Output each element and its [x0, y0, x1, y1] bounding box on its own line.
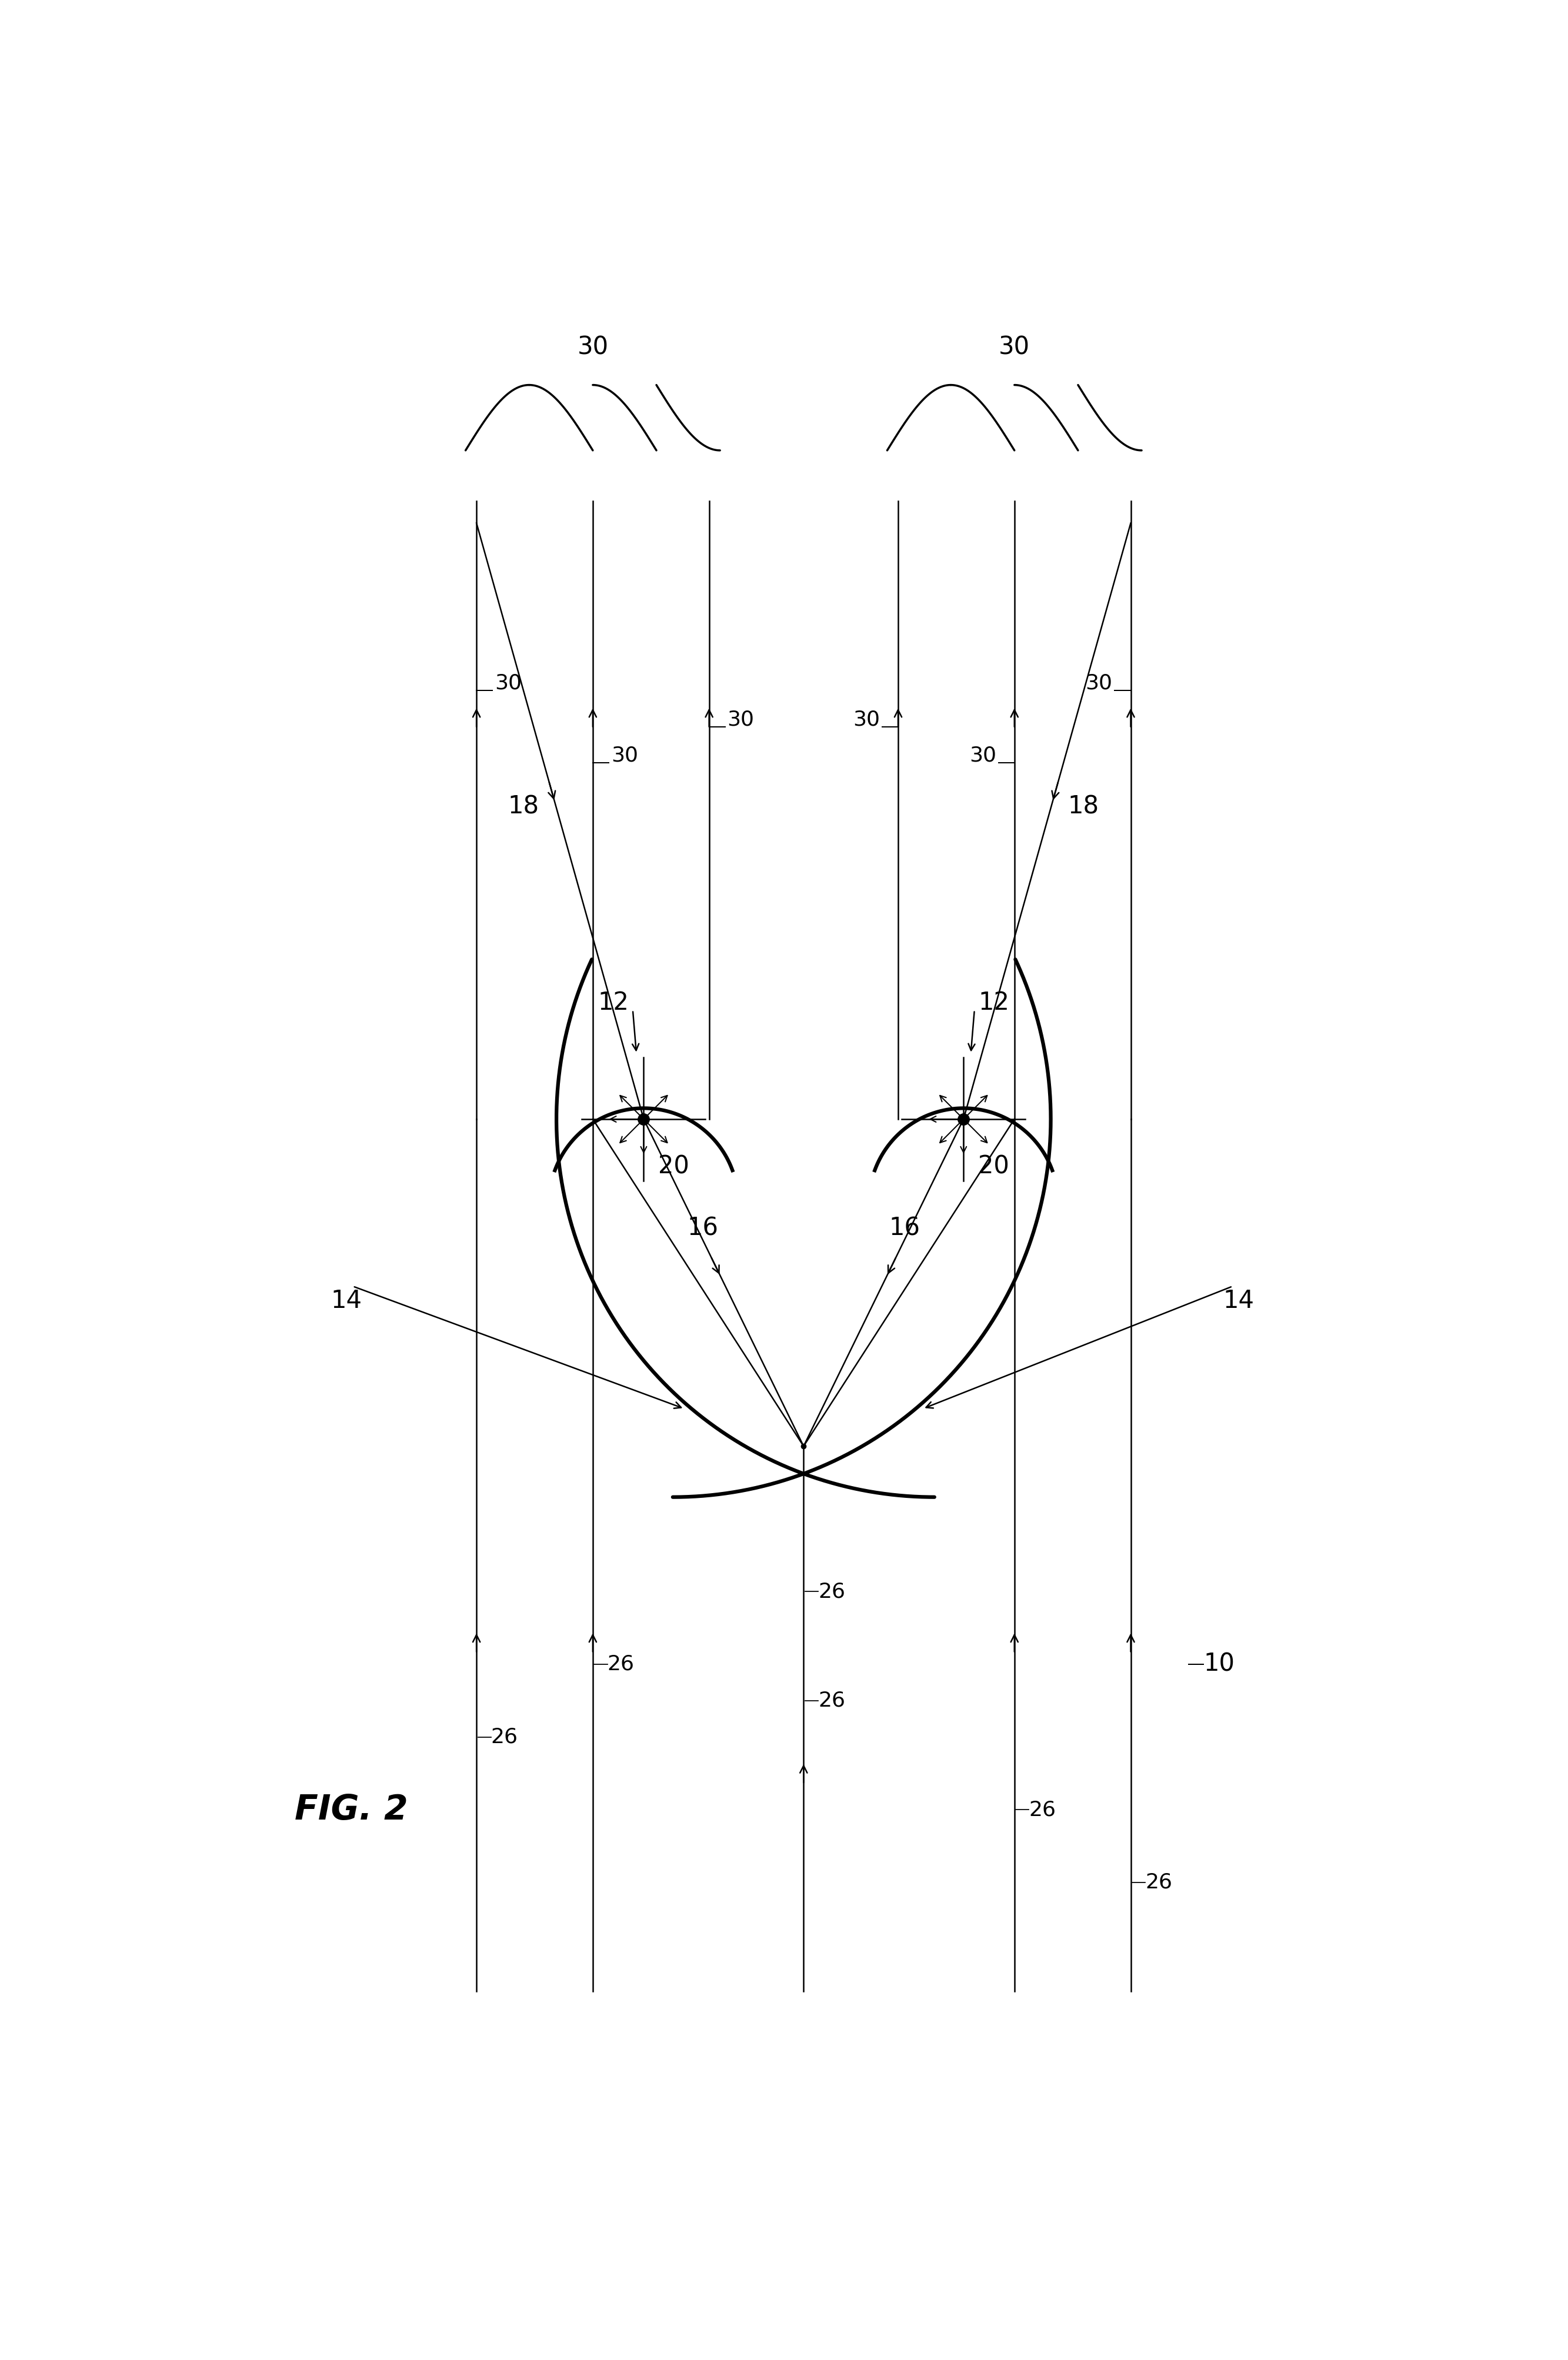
Text: 30: 30 — [999, 335, 1030, 359]
Text: FIG. 2: FIG. 2 — [295, 1794, 408, 1827]
Text: 30: 30 — [612, 746, 638, 765]
Text: 30: 30 — [1085, 673, 1113, 694]
Text: 26: 26 — [1029, 1801, 1055, 1820]
Text: 20: 20 — [659, 1154, 690, 1178]
Text: 30: 30 — [969, 746, 996, 765]
Text: 26: 26 — [1145, 1871, 1173, 1893]
Text: 26: 26 — [818, 1581, 845, 1602]
Text: 12: 12 — [978, 991, 1010, 1015]
Text: 14: 14 — [1223, 1289, 1254, 1312]
Text: 12: 12 — [597, 991, 629, 1015]
Text: 16: 16 — [889, 1215, 920, 1241]
Text: 16: 16 — [687, 1215, 718, 1241]
Text: 18: 18 — [508, 795, 539, 819]
Text: 26: 26 — [607, 1654, 635, 1673]
Text: 26: 26 — [491, 1728, 517, 1746]
Text: 26: 26 — [818, 1690, 845, 1711]
Text: 30: 30 — [853, 710, 880, 729]
Text: 20: 20 — [978, 1154, 1010, 1178]
Text: 10: 10 — [1203, 1652, 1234, 1676]
Text: 30: 30 — [494, 673, 522, 694]
Text: 14: 14 — [331, 1289, 362, 1312]
Text: 30: 30 — [577, 335, 608, 359]
Text: 18: 18 — [1068, 795, 1099, 819]
Text: 30: 30 — [728, 710, 754, 729]
